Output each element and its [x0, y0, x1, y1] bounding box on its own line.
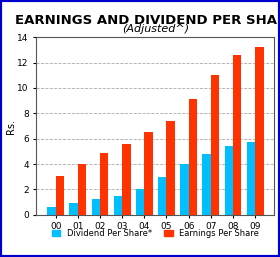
Bar — [92, 199, 100, 215]
Bar — [78, 164, 86, 215]
Bar — [167, 121, 175, 215]
Bar — [122, 144, 130, 215]
Text: (Adjusted^): (Adjusted^) — [122, 24, 189, 34]
Bar — [56, 176, 64, 215]
Bar — [114, 196, 122, 215]
Y-axis label: Rs.: Rs. — [6, 118, 16, 134]
Bar — [180, 164, 189, 215]
Bar — [144, 132, 153, 215]
Bar — [247, 142, 255, 215]
Text: EARNINGS AND DIVIDEND PER SHARE: EARNINGS AND DIVIDEND PER SHARE — [15, 14, 280, 27]
Bar — [69, 204, 78, 215]
Bar — [211, 75, 219, 215]
Bar — [225, 146, 233, 215]
Bar — [233, 55, 241, 215]
Bar — [202, 154, 211, 215]
Bar — [136, 189, 144, 215]
Bar — [100, 153, 108, 215]
Bar — [189, 99, 197, 215]
Bar — [47, 207, 56, 215]
Bar — [158, 177, 167, 215]
Bar — [255, 47, 263, 215]
Legend: Dividend Per Share*, Earnings Per Share: Dividend Per Share*, Earnings Per Share — [52, 229, 259, 238]
